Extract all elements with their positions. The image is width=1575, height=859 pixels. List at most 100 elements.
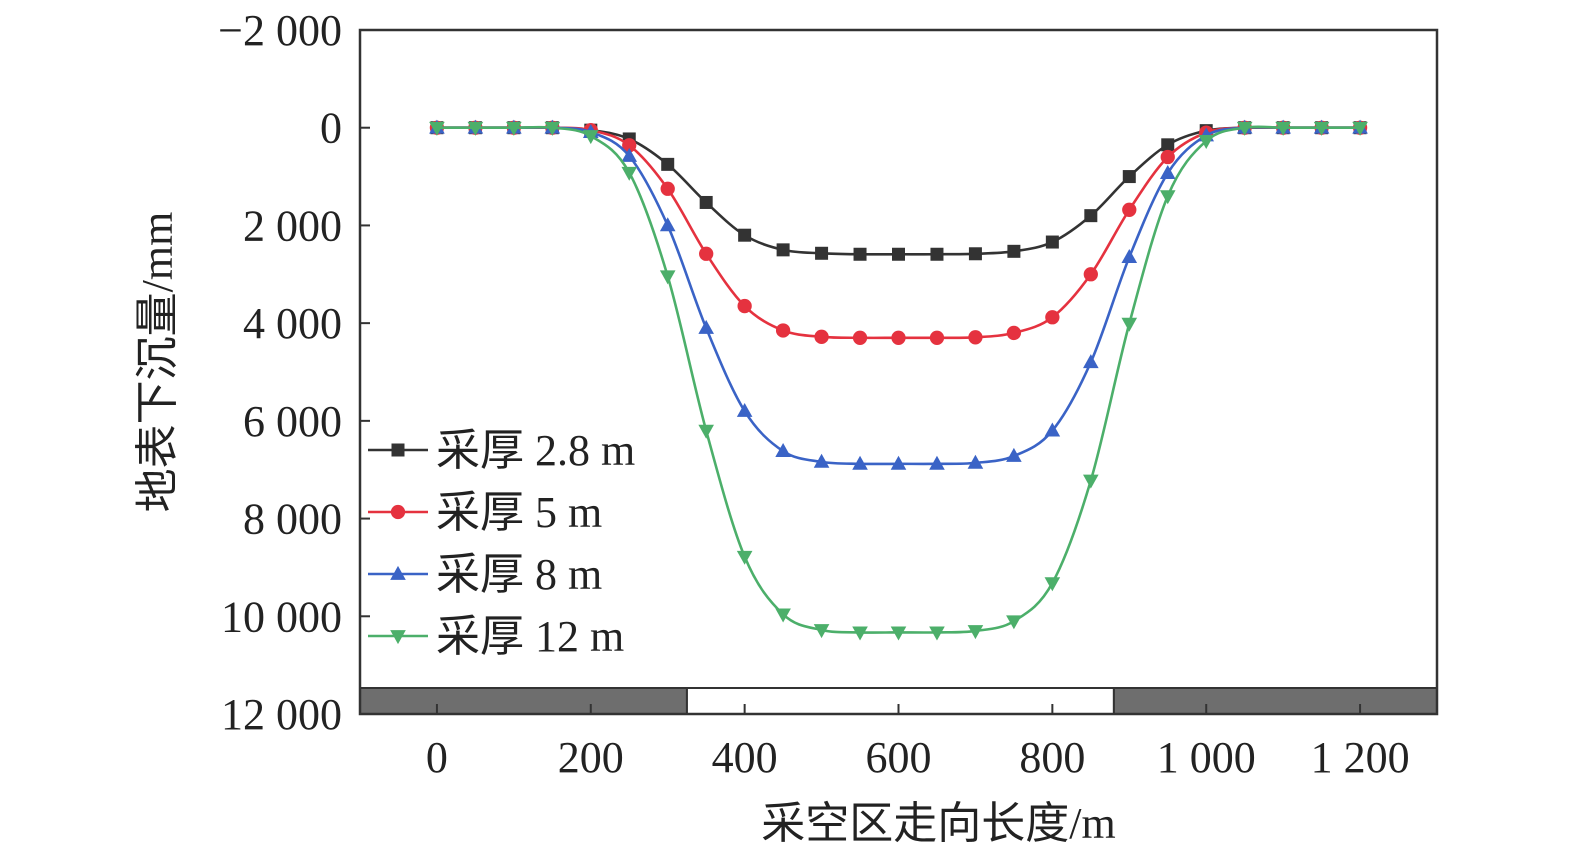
data-point [967,625,984,640]
y-tick-label: 8 000 [243,495,342,544]
data-point [1045,235,1059,249]
y-tick-label: 12 000 [221,690,342,739]
legend: 采厚 2.8 m 采厚 5 m 采厚 8 m 采厚 12 m [368,426,635,661]
data-point [1045,310,1060,325]
legend-marker [390,630,406,645]
data-point [1121,249,1138,264]
data-point [1160,149,1175,165]
series-3 [429,119,1368,470]
data-point [1006,325,1022,341]
legend-item: 采厚 8 m [368,550,602,599]
data-point [467,121,484,136]
series-4 [429,121,1368,641]
coal-pillar-left [359,687,688,715]
data-point [852,330,868,345]
data-point [1006,447,1022,462]
data-point [929,626,945,641]
data-point [736,550,753,565]
data-point [621,147,638,162]
data-point [775,443,791,457]
data-point [968,247,982,261]
axis-ticks: 0 200 400 600 800 1 000 1 200 −2 000 0 2 000 4 000… [218,6,1409,782]
x-axis-title: 采空区走向长度/m [761,799,1115,848]
data-point [776,243,790,257]
data-point [815,246,829,260]
data-point [1083,474,1099,489]
y-tick-label: −2 000 [218,6,342,55]
data-point [622,138,637,153]
data-point [1122,202,1137,217]
data-point [852,626,868,641]
data-point [775,323,791,338]
legend-marker [391,443,405,457]
legend-item: 采厚 2.8 m [368,426,635,475]
data-point [736,402,753,417]
x-tick-label: 200 [558,733,624,782]
data-point [967,454,984,469]
data-point [661,157,675,171]
data-point [1198,135,1215,150]
y-tick-label: 4 000 [243,299,342,348]
y-tick-label: 0 [320,104,342,153]
data-point [929,455,945,470]
legend-label: 采厚 2.8 m [436,426,635,475]
data-point [699,246,714,261]
legend-item: 采厚 12 m [368,612,624,661]
legend-label: 采厚 5 m [436,488,602,537]
data-point [890,626,907,641]
data-point [1007,244,1021,258]
data-point [1084,209,1098,223]
data-point [813,624,830,639]
data-point [1122,170,1136,184]
data-point [1006,615,1022,630]
data-point [660,181,675,196]
x-tick-label: 0 [426,733,448,782]
series-1 [430,121,1367,261]
data-point [659,270,676,285]
data-point [582,130,599,145]
data-point [1159,190,1176,205]
data-point [814,329,829,344]
data-point [1352,121,1368,136]
data-point [929,330,945,345]
x-tick-label: 1 200 [1311,733,1410,782]
legend-marker [390,504,406,520]
data-point [968,330,983,345]
data-point [1044,422,1061,437]
data-point [1044,577,1061,592]
data-point [1313,121,1330,136]
data-point [544,121,561,136]
y-tick-label: 10 000 [221,592,342,641]
data-point [891,330,906,345]
series-line [436,126,1361,256]
series-line [436,125,1361,466]
data-point [1236,121,1253,136]
series-2 [429,120,1368,345]
legend-marker [390,565,406,580]
data-point [698,319,714,334]
legend-item: 采厚 5 m [368,488,602,537]
x-tick-label: 400 [712,733,778,782]
data-point [853,247,867,261]
goaf-strata-bar [359,687,1439,715]
legend-label: 采厚 12 m [436,612,624,661]
y-axis-title: 地表下沉量/mm [133,212,182,513]
data-point [506,121,522,136]
data-point [1083,267,1098,282]
series-layer [429,119,1368,641]
x-tick-label: 800 [1019,733,1085,782]
data-point [699,195,713,209]
data-point [1083,354,1099,369]
goaf-zone [685,687,1115,715]
data-point [890,455,907,470]
legend-label: 采厚 8 m [436,550,602,599]
y-tick-label: 2 000 [243,201,342,250]
data-point [775,608,791,623]
y-tick-label: 6 000 [243,397,342,446]
data-point [930,247,944,261]
data-point [698,424,714,439]
x-tick-label: 1 000 [1157,733,1256,782]
data-point [892,247,905,261]
data-point [813,453,830,468]
